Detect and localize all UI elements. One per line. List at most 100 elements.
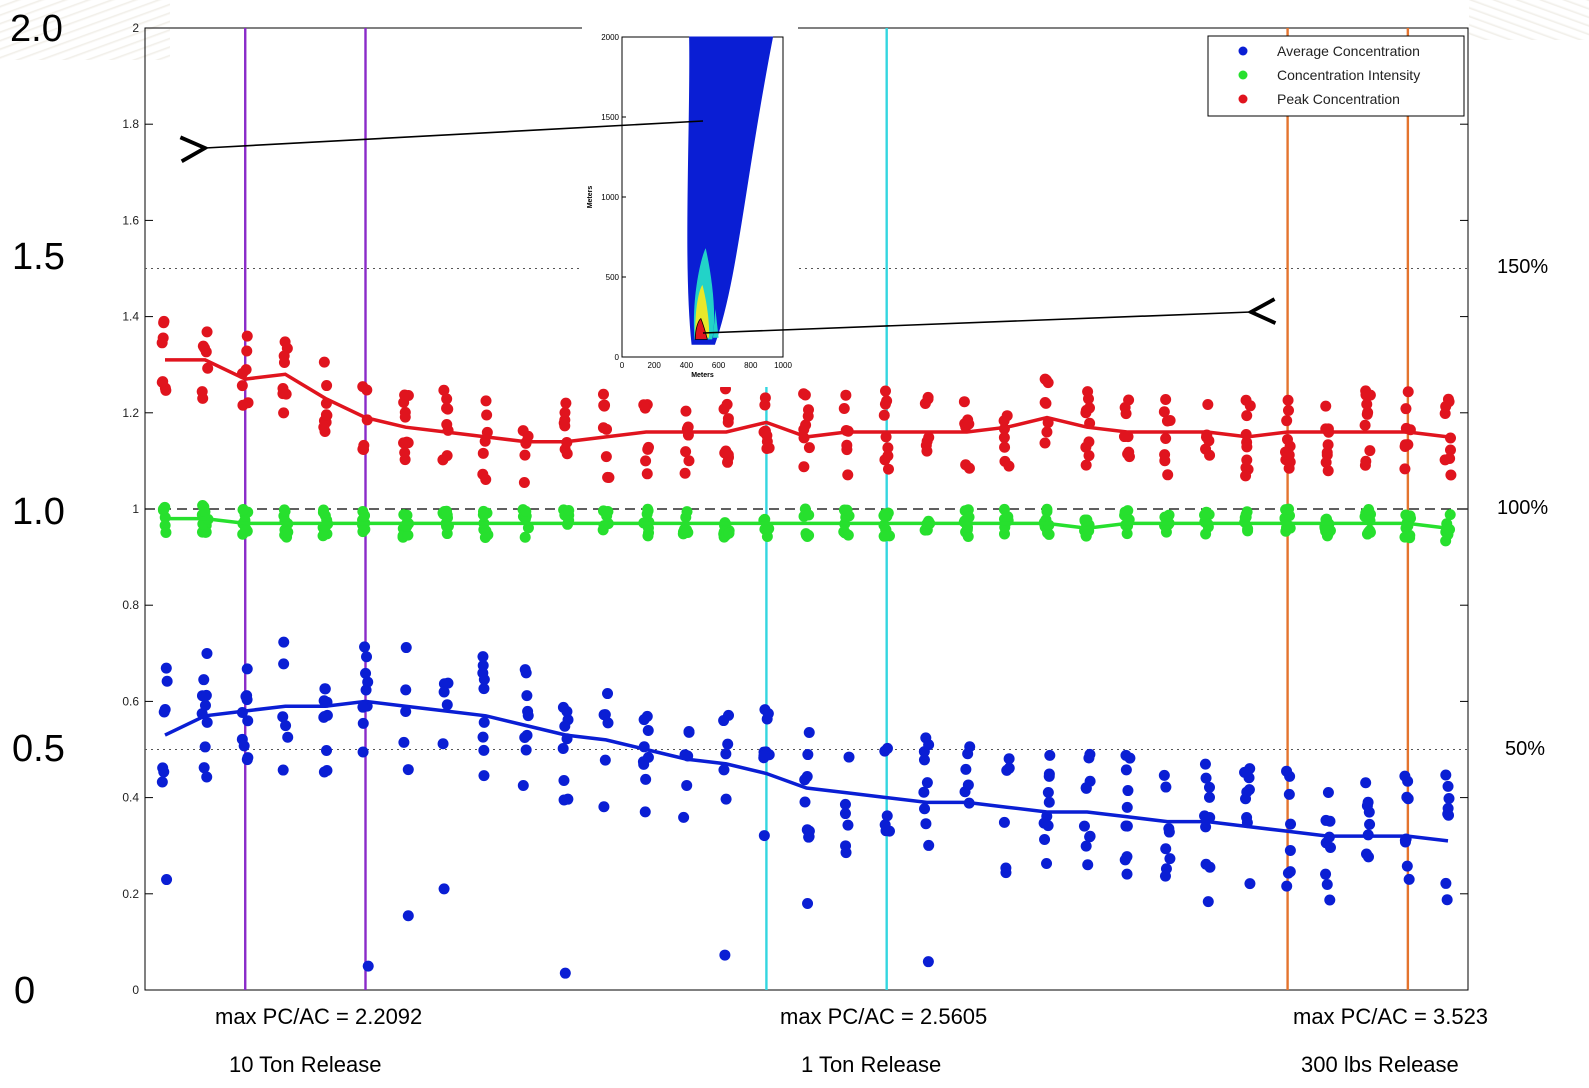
data-point — [1322, 786, 1334, 798]
data-point — [1203, 791, 1215, 803]
data-point — [763, 442, 775, 454]
y-tick-label: 1.2 — [122, 406, 139, 420]
data-point — [1160, 843, 1172, 855]
data-point — [758, 830, 770, 842]
data-point — [761, 429, 773, 441]
legend-box — [1207, 35, 1465, 117]
release-ratio-label: max PC/AC = 2.5605 — [780, 1004, 988, 1029]
data-point — [882, 463, 894, 475]
data-point — [1324, 815, 1336, 827]
data-point — [1199, 509, 1211, 521]
data-point — [718, 403, 730, 415]
data-point — [722, 456, 734, 468]
data-point — [1080, 840, 1092, 852]
data-point — [720, 793, 732, 805]
data-point — [1041, 503, 1053, 515]
data-point — [640, 773, 652, 785]
data-point — [241, 345, 253, 357]
data-point — [960, 763, 972, 775]
data-point — [642, 443, 654, 455]
series-line — [164, 699, 1449, 843]
release-name-label: 10 Ton Release — [229, 1052, 382, 1077]
data-point — [1084, 775, 1096, 787]
data-point — [642, 530, 654, 542]
data-point — [921, 445, 933, 457]
data-point — [840, 847, 852, 859]
data-point — [1200, 772, 1212, 784]
data-point — [1160, 433, 1172, 445]
data-point — [158, 315, 170, 327]
data-point — [882, 450, 894, 462]
data-point — [1044, 749, 1056, 761]
data-point — [1399, 463, 1411, 475]
data-point — [640, 455, 652, 467]
data-point — [481, 409, 493, 421]
data-point — [479, 531, 491, 543]
data-point — [882, 442, 894, 454]
data-point — [199, 342, 211, 354]
data-point — [442, 677, 454, 689]
data-point — [1003, 753, 1015, 765]
data-point — [1003, 762, 1015, 774]
data-point — [318, 695, 330, 707]
inset-x-tick-label: 0 — [620, 361, 625, 370]
data-point — [1159, 870, 1171, 882]
data-point — [1320, 400, 1332, 412]
data-point — [1158, 769, 1170, 781]
right-percent-label: 150% — [1497, 256, 1549, 278]
data-point — [1199, 758, 1211, 770]
data-point — [803, 831, 815, 843]
data-point — [158, 706, 170, 718]
decorative-stripes — [0, 0, 170, 60]
data-point — [1122, 431, 1134, 443]
plume-side — [712, 309, 719, 338]
data-point — [803, 727, 815, 739]
data-point — [918, 754, 930, 766]
y-tick-label: 0 — [132, 983, 139, 997]
data-point — [480, 395, 492, 407]
data-point — [1199, 810, 1211, 822]
data-point — [642, 522, 654, 534]
inset-y-tick-label: 0 — [615, 353, 620, 362]
plume-core — [694, 317, 708, 340]
data-point — [1121, 820, 1133, 832]
data-point — [559, 420, 571, 432]
data-point — [681, 524, 693, 536]
data-point — [1241, 454, 1253, 466]
right-percent-label: 50% — [1505, 738, 1546, 760]
data-point — [1163, 509, 1175, 521]
data-point — [801, 771, 813, 783]
data-point — [1202, 399, 1214, 411]
data-point — [517, 779, 529, 791]
data-point — [559, 720, 571, 732]
data-point — [879, 385, 891, 397]
data-point — [800, 529, 812, 541]
data-point — [762, 708, 774, 720]
data-point — [1082, 386, 1094, 398]
data-point — [800, 419, 812, 431]
annotation-arrow — [702, 312, 1251, 334]
data-point — [358, 510, 370, 522]
data-point — [878, 530, 890, 542]
data-point — [402, 764, 414, 776]
data-point — [563, 505, 575, 517]
data-point — [842, 529, 854, 541]
data-point — [878, 519, 890, 531]
left-tick-label: 0 — [14, 970, 36, 1012]
data-point — [1039, 834, 1051, 846]
data-point — [1042, 820, 1054, 832]
data-point — [597, 388, 609, 400]
data-point — [157, 376, 169, 388]
data-point — [1440, 769, 1452, 781]
data-point — [1158, 406, 1170, 418]
data-point — [1124, 752, 1136, 764]
data-point — [1120, 764, 1132, 776]
inset-x-tick-label: 200 — [648, 361, 662, 370]
data-point — [1163, 823, 1175, 835]
data-point — [1241, 436, 1253, 448]
data-point — [921, 435, 933, 447]
data-point — [518, 477, 530, 489]
data-point — [638, 714, 650, 726]
data-point — [238, 740, 250, 752]
